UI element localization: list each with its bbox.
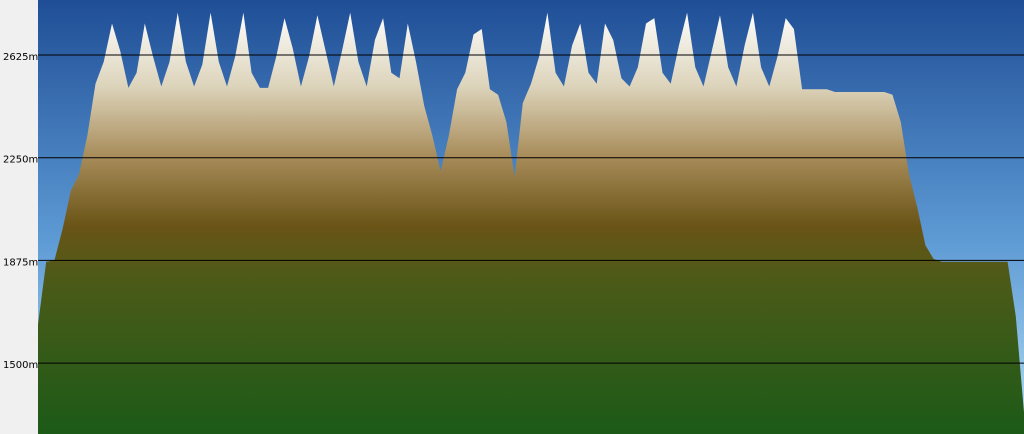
y-tick-label: 2250m: [3, 155, 38, 166]
y-tick-label: 1875m: [3, 257, 38, 268]
y-tick-label: 1500m: [3, 360, 38, 371]
elevation-area: [38, 12, 1024, 434]
y-tick-label: 2625m: [3, 52, 38, 63]
